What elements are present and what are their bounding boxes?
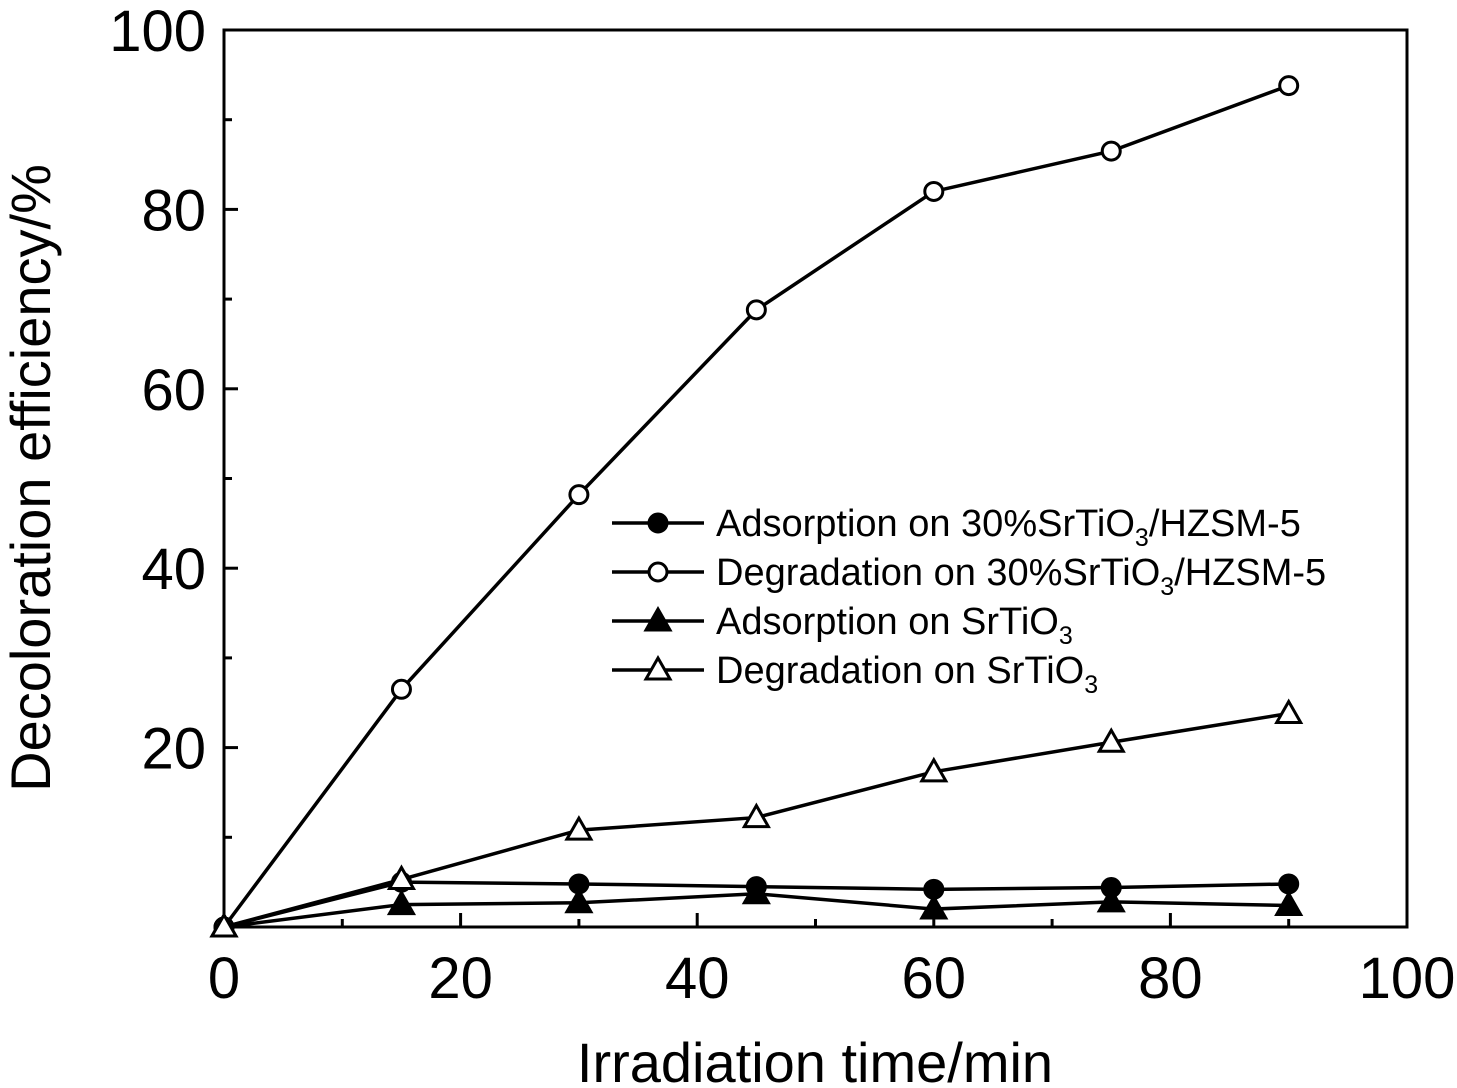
x-axis-label: Irradiation time/min <box>577 1031 1053 1088</box>
x-tick-label: 40 <box>665 946 730 1011</box>
data-point <box>564 815 594 841</box>
data-point <box>390 678 412 700</box>
data-point <box>1278 873 1300 895</box>
y-tick-label: 20 <box>141 717 206 782</box>
data-point <box>564 887 594 914</box>
data-point <box>923 180 945 202</box>
data-point <box>919 756 949 783</box>
data-point <box>1096 727 1126 753</box>
data-point <box>741 878 771 905</box>
tick-labels: 0 20 40 60 80 100 20 40 60 80 100 <box>109 0 1455 1011</box>
data-point <box>386 889 417 916</box>
data-point <box>386 864 417 890</box>
data-point <box>745 299 767 321</box>
axis-ticks <box>222 28 1409 929</box>
data-point <box>647 561 669 583</box>
series-layer <box>209 75 1304 938</box>
data-point <box>919 894 949 920</box>
y-tick-label: 100 <box>109 0 206 64</box>
x-tick-label: 0 <box>208 946 240 1011</box>
data-point <box>643 605 673 632</box>
y-tick-label: 40 <box>141 537 206 602</box>
legend-entry: Adsorption on SrTiO3 <box>612 601 1073 650</box>
data-point <box>568 484 590 506</box>
data-point <box>643 654 673 681</box>
data-point <box>209 911 239 938</box>
legend-entry: Adsorption on 30%SrTiO3/HZSM-5 <box>612 503 1301 552</box>
data-point <box>1278 75 1300 97</box>
legend-label: Adsorption on 30%SrTiO3/HZSM-5 <box>716 503 1301 552</box>
x-tick-label: 60 <box>902 946 967 1011</box>
plot-frame <box>222 28 1409 929</box>
legend-entry: Degradation on 30%SrTiO3/HZSM-5 <box>612 552 1326 601</box>
legend-label: Adsorption on SrTiO3 <box>716 601 1073 650</box>
y-tick-label: 80 <box>141 178 206 243</box>
data-point <box>647 512 669 534</box>
series-4 <box>209 698 1304 938</box>
x-tick-label: 80 <box>1138 946 1203 1011</box>
y-axis-label: Decoloration efficiency/% <box>0 164 62 792</box>
data-point <box>1096 886 1126 913</box>
data-point <box>1100 140 1122 162</box>
x-tick-label: 20 <box>428 946 493 1011</box>
legend-label: Degradation on SrTiO3 <box>716 650 1098 699</box>
x-tick-label: 100 <box>1359 946 1456 1011</box>
data-point <box>1274 890 1304 916</box>
data-point <box>1274 698 1304 725</box>
series-2 <box>213 75 1300 938</box>
legend-label: Degradation on 30%SrTiO3/HZSM-5 <box>716 552 1326 601</box>
legend-entry: Degradation on SrTiO3 <box>612 650 1098 699</box>
legend: Adsorption on 30%SrTiO3/HZSM-5Degradatio… <box>612 503 1326 699</box>
data-point <box>741 802 771 829</box>
y-tick-label: 60 <box>141 358 206 423</box>
